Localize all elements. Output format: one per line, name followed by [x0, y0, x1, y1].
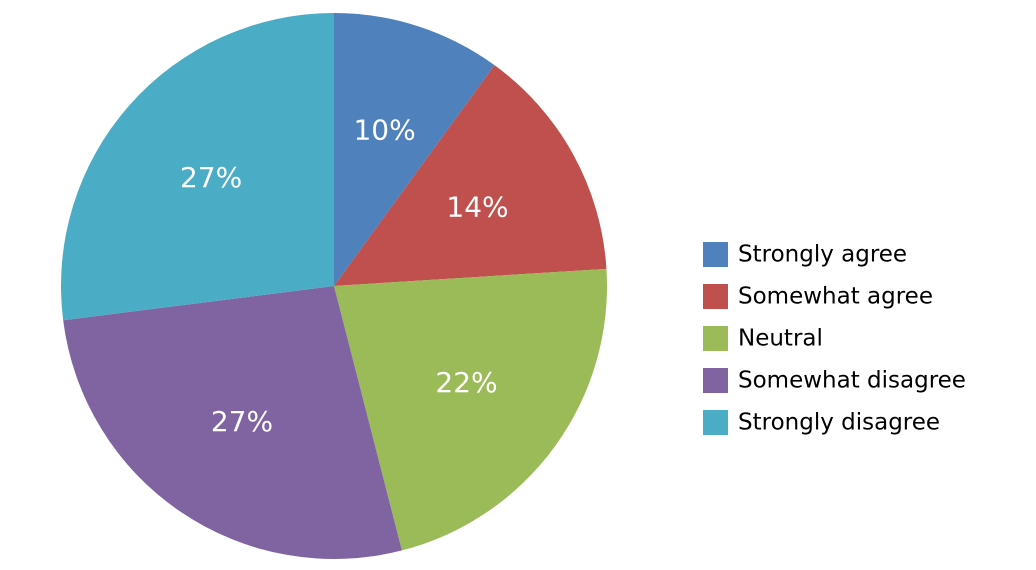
legend-swatch-strongly-agree: [703, 242, 728, 267]
pie-slice-strongly-disagree: [60, 13, 334, 321]
pie-slice-neutral: [334, 268, 607, 551]
legend: Strongly agree Somewhat agree Neutral Somew…: [703, 242, 966, 436]
legend-swatch-neutral: [703, 326, 728, 351]
slice-label-strongly-agree: 10%: [353, 114, 415, 147]
slice-label-somewhat-agree: 14%: [446, 191, 508, 224]
legend-label-neutral: Neutral: [738, 326, 823, 352]
legend-swatch-strongly-disagree: [703, 410, 728, 435]
pie-slice-somewhat-disagree: [63, 286, 402, 560]
slice-label-neutral: 22%: [435, 366, 497, 399]
legend-label-somewhat-agree: Somewhat agree: [738, 284, 933, 310]
legend-label-strongly-agree: Strongly agree: [738, 242, 907, 268]
slice-label-strongly-disagree: 27%: [180, 161, 242, 194]
slice-label-somewhat-disagree: 27%: [211, 405, 273, 438]
legend-swatch-somewhat-agree: [703, 284, 728, 309]
legend-swatch-somewhat-disagree: [703, 368, 728, 393]
pie-slices: [60, 13, 607, 560]
pie-slice-labels: 10% 14% 22% 27% 27%: [180, 114, 509, 438]
pie-slice-strongly-agree: [334, 13, 495, 286]
pie-slice-somewhat-agree: [334, 65, 607, 286]
legend-label-somewhat-disagree: Somewhat disagree: [738, 368, 966, 394]
legend-label-strongly-disagree: Strongly disagree: [738, 410, 940, 436]
